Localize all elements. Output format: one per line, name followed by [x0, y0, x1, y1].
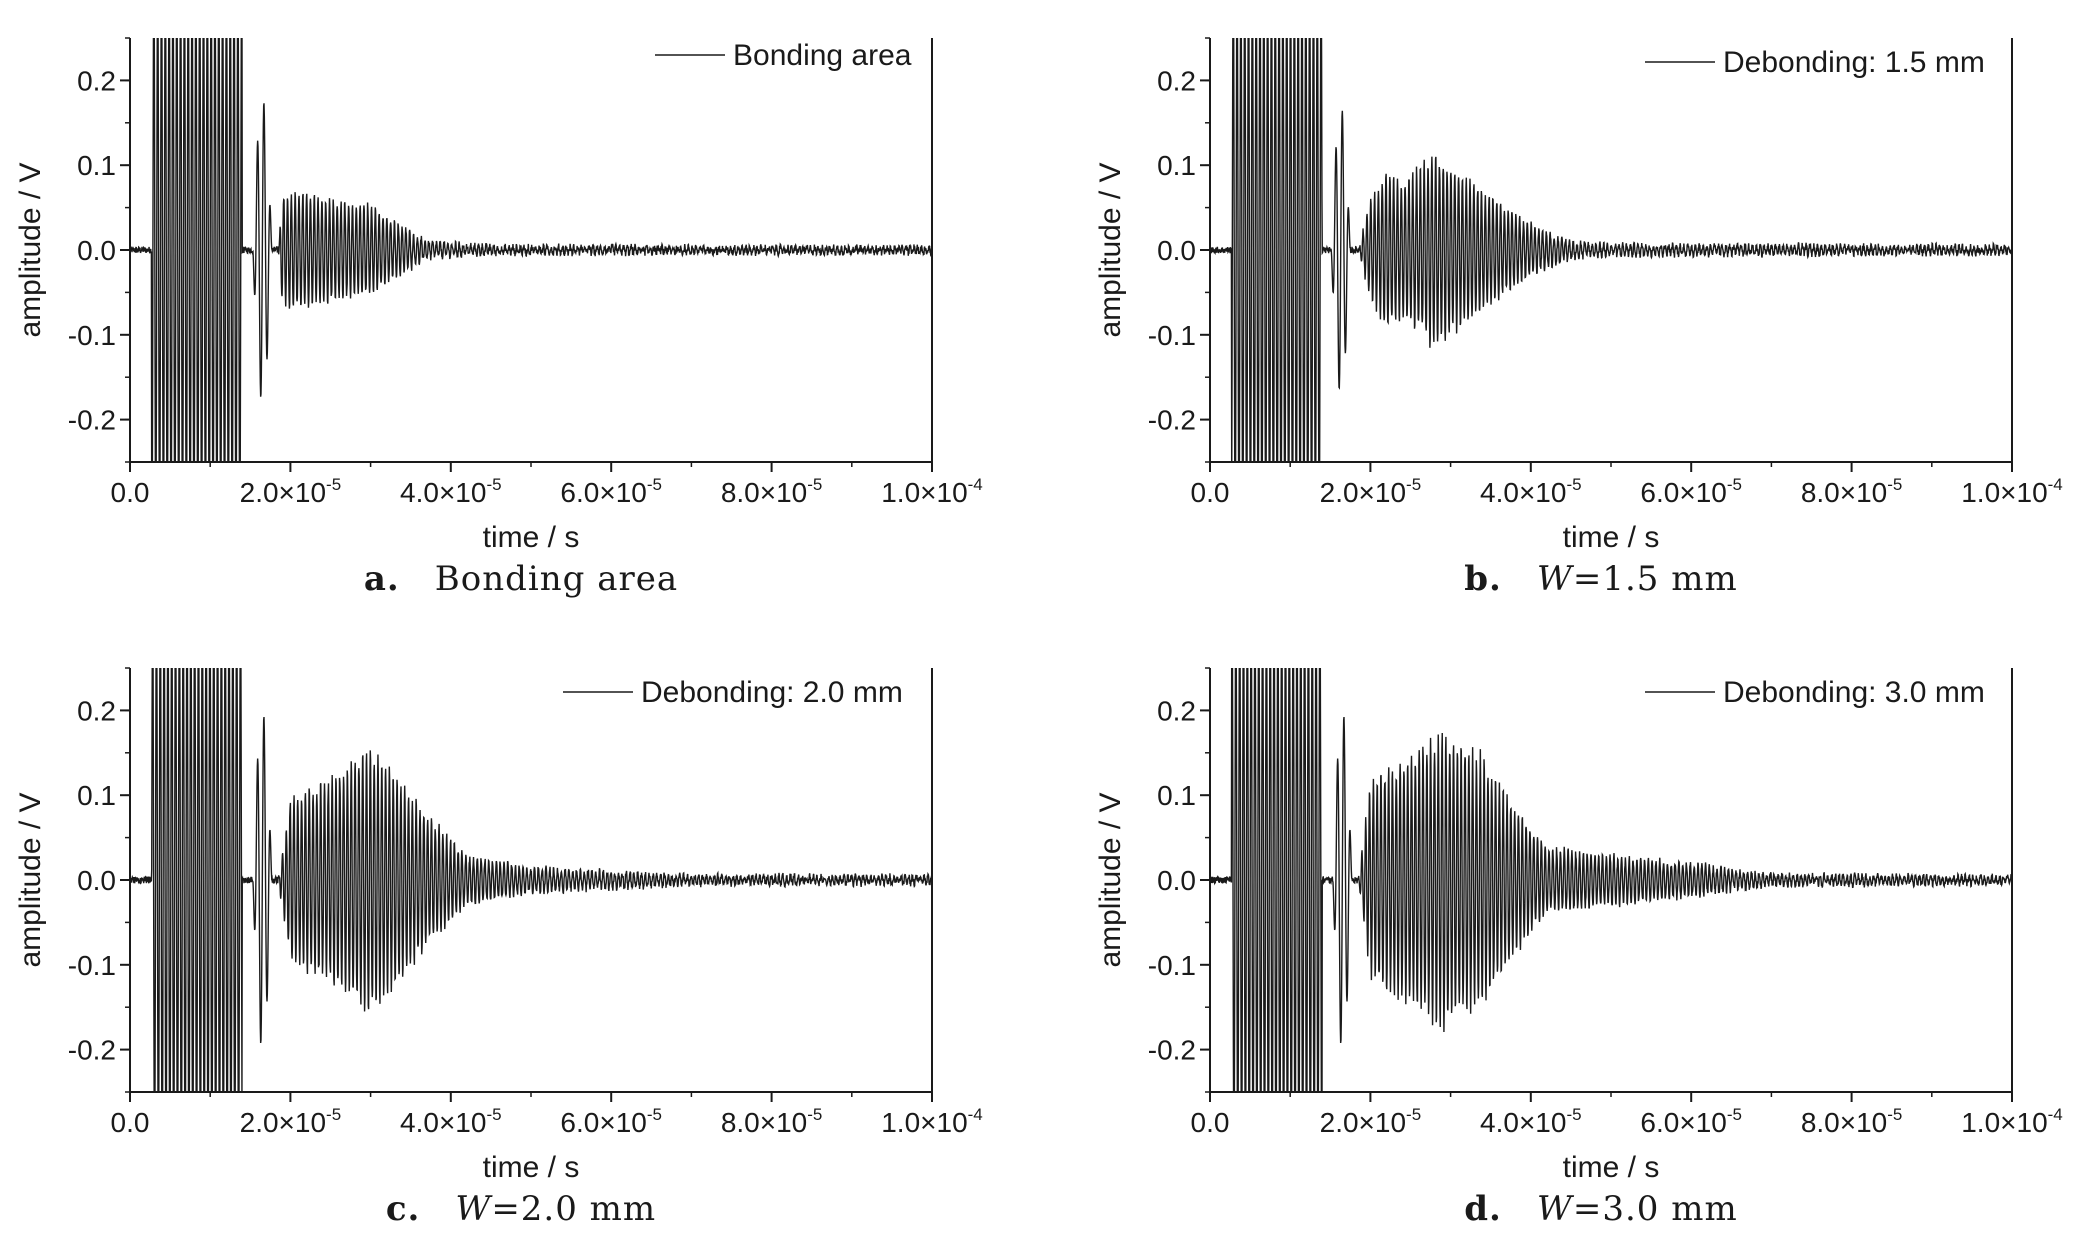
x-tick-label: 4.0×10-5 [400, 1105, 502, 1138]
waveform-series [130, 668, 932, 1092]
x-tick-label: 1.0×10-4 [1961, 1105, 2063, 1138]
x-tick-label: 0.0 [1191, 1107, 1230, 1138]
panel-caption: d. W=3.0 mm [1464, 1189, 1737, 1229]
y-tick-label: 0.0 [1157, 865, 1196, 896]
y-axis-title: amplitude / V [1094, 162, 1127, 337]
y-tick-label: -0.1 [68, 320, 116, 351]
legend-label: Debonding: 1.5 mm [1723, 46, 1985, 79]
y-tick-label: 0.2 [77, 695, 116, 726]
y-tick-label: 0.2 [77, 65, 116, 96]
y-tick-label: -0.2 [68, 1035, 116, 1066]
y-tick-label: -0.2 [1148, 1035, 1196, 1066]
x-axis-title: time / s [1563, 1151, 1660, 1184]
x-tick-label: 2.0×10-5 [240, 1105, 342, 1138]
x-tick-label: 8.0×10-5 [721, 1105, 823, 1138]
y-axis-title: amplitude / V [14, 162, 47, 337]
y-tick-label: -0.1 [68, 950, 116, 981]
legend-label: Bonding area [733, 39, 912, 72]
x-tick-label: 4.0×10-5 [1480, 1105, 1582, 1138]
y-tick-label: -0.2 [68, 405, 116, 436]
y-tick-label: 0.2 [1157, 695, 1196, 726]
waveform-series [1210, 668, 2012, 1092]
y-tick-label: 0.2 [1157, 65, 1196, 96]
y-axis-title: amplitude / V [14, 792, 47, 967]
legend-box [1625, 40, 1997, 80]
x-tick-label: 0.0 [1191, 477, 1230, 508]
y-tick-label: 0.1 [1157, 150, 1196, 181]
y-axis-title: amplitude / V [1094, 792, 1127, 967]
y-tick-label: 0.0 [77, 235, 116, 266]
x-tick-label: 2.0×10-5 [240, 475, 342, 508]
y-tick-label: 0.1 [77, 150, 116, 181]
y-tick-label: 0.1 [77, 780, 116, 811]
x-tick-label: 1.0×10-4 [1961, 475, 2063, 508]
x-tick-label: 2.0×10-5 [1320, 475, 1422, 508]
panel-c: 0.2 0.1 0.0 -0.1 -0.2 0.0 2.0×10-5 4.0×10-5 6.0×… [14, 667, 983, 1229]
x-tick-label: 6.0×10-5 [1640, 1105, 1742, 1138]
y-tick-label: 0.0 [1157, 235, 1196, 266]
y-tick-label: -0.1 [1148, 320, 1196, 351]
x-tick-label: 6.0×10-5 [1640, 475, 1742, 508]
x-tick-label: 6.0×10-5 [560, 1105, 662, 1138]
x-tick-label: 8.0×10-5 [721, 475, 823, 508]
panel-d: 0.2 0.1 0.0 -0.1 -0.2 0.0 2.0×10-5 4.0×10-5 6.0×… [1094, 667, 2063, 1229]
y-tick-label: -0.2 [1148, 405, 1196, 436]
x-tick-label: 4.0×10-5 [1480, 475, 1582, 508]
legend-label: Debonding: 3.0 mm [1723, 676, 1985, 709]
x-tick-label: 4.0×10-5 [400, 475, 502, 508]
waveform-series [130, 38, 932, 462]
x-tick-label: 8.0×10-5 [1801, 475, 1903, 508]
legend-label: Debonding: 2.0 mm [641, 676, 903, 709]
x-tick-label: 6.0×10-5 [560, 475, 662, 508]
panel-caption: a. Bonding area [364, 559, 678, 599]
x-tick-label: 1.0×10-4 [881, 475, 983, 508]
x-tick-label: 0.0 [111, 1107, 150, 1138]
x-axis-title: time / s [1563, 521, 1660, 554]
panel-caption: c. W=2.0 mm [386, 1189, 656, 1229]
y-tick-label: -0.1 [1148, 950, 1196, 981]
panel-caption: b. W=1.5 mm [1464, 559, 1737, 599]
y-tick-label: 0.1 [1157, 780, 1196, 811]
x-axis-title: time / s [483, 521, 580, 554]
y-tick-label: 0.0 [77, 865, 116, 896]
x-tick-label: 0.0 [111, 477, 150, 508]
x-axis-title: time / s [483, 1151, 580, 1184]
x-tick-label: 2.0×10-5 [1320, 1105, 1422, 1138]
legend-box [543, 670, 917, 710]
panel-b: 0.2 0.1 0.0 -0.1 -0.2 0.0 2.0×10-5 4.0×10-5 6.0×… [1094, 37, 2063, 599]
x-tick-label: 1.0×10-4 [881, 1105, 983, 1138]
panel-a: 0.2 0.1 0.0 -0.1 -0.2 0.0 2.0×10-5 4.0×10-5 6.0×… [14, 33, 983, 599]
waveform-series [1210, 38, 2012, 462]
legend-box [635, 33, 917, 73]
legend-box [1625, 670, 1997, 710]
x-tick-label: 8.0×10-5 [1801, 1105, 1903, 1138]
